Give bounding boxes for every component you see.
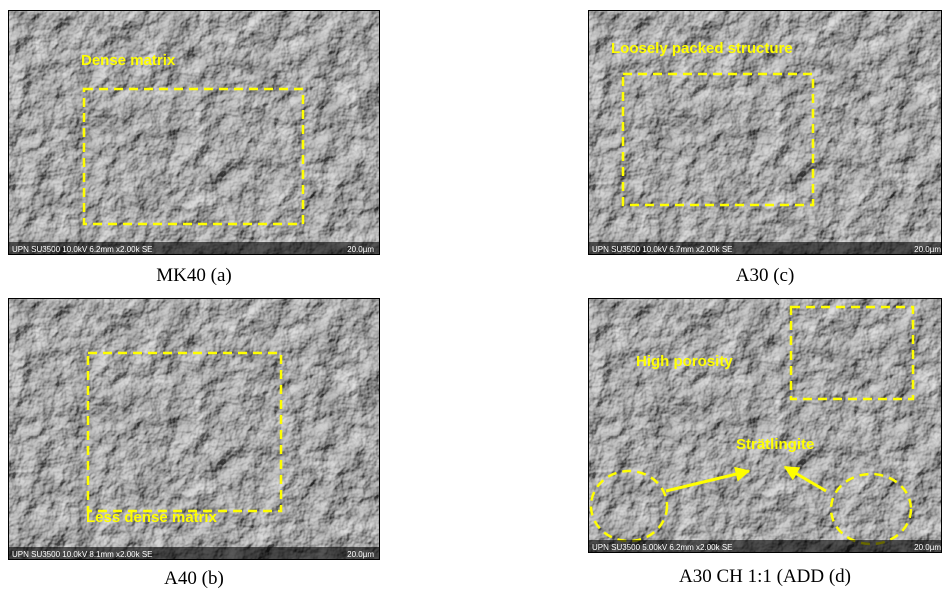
caption: A30 CH 1:1 (ADD (d): [588, 566, 942, 588]
annotation: Strätlingite: [736, 436, 814, 453]
sem-image: High porosity Strätlingite UPN SU3500 5.…: [588, 298, 942, 553]
micrograph: [9, 11, 380, 255]
scale-text: 20.0µm: [347, 245, 374, 254]
sem-image: Less dense matrix UPN SU3500 10.0kV 8.1m…: [8, 298, 380, 560]
panel-a: Dense matrix UPN SU3500 10.0kV 6.2mm x2.…: [8, 10, 380, 255]
caption: MK40 (a): [8, 265, 380, 287]
caption: A40 (b): [8, 568, 380, 590]
info-text: UPN SU3500 10.0kV 6.2mm x2.00k SE: [12, 245, 153, 254]
scale-text: 20.0µm: [914, 245, 941, 254]
sem-image: Loosely packed structure UPN SU3500 10.0…: [588, 10, 942, 255]
info-text: UPN SU3500 10.0kV 6.7mm x2.00k SE: [592, 245, 733, 254]
info-text: UPN SU3500 10.0kV 8.1mm x2.00k SE: [12, 550, 153, 559]
scale-text: 20.0µm: [914, 543, 941, 552]
panel-d: High porosity Strätlingite UPN SU3500 5.…: [588, 298, 942, 553]
panel-b: Less dense matrix UPN SU3500 10.0kV 8.1m…: [8, 298, 380, 560]
scale-text: 20.0µm: [347, 550, 374, 559]
annotation: Less dense matrix: [86, 509, 218, 526]
caption: A30 (c): [588, 265, 942, 287]
annotation: Dense matrix: [81, 52, 176, 69]
info-text: UPN SU3500 5.00kV 6.2mm x2.00k SE: [592, 543, 733, 552]
sem-image: Dense matrix UPN SU3500 10.0kV 6.2mm x2.…: [8, 10, 380, 255]
annotation: Loosely packed structure: [611, 40, 793, 57]
panel-c: Loosely packed structure UPN SU3500 10.0…: [588, 10, 942, 255]
page: Dense matrix UPN SU3500 10.0kV 6.2mm x2.…: [0, 0, 942, 591]
annotation: High porosity: [636, 353, 733, 370]
micrograph: [589, 299, 942, 553]
